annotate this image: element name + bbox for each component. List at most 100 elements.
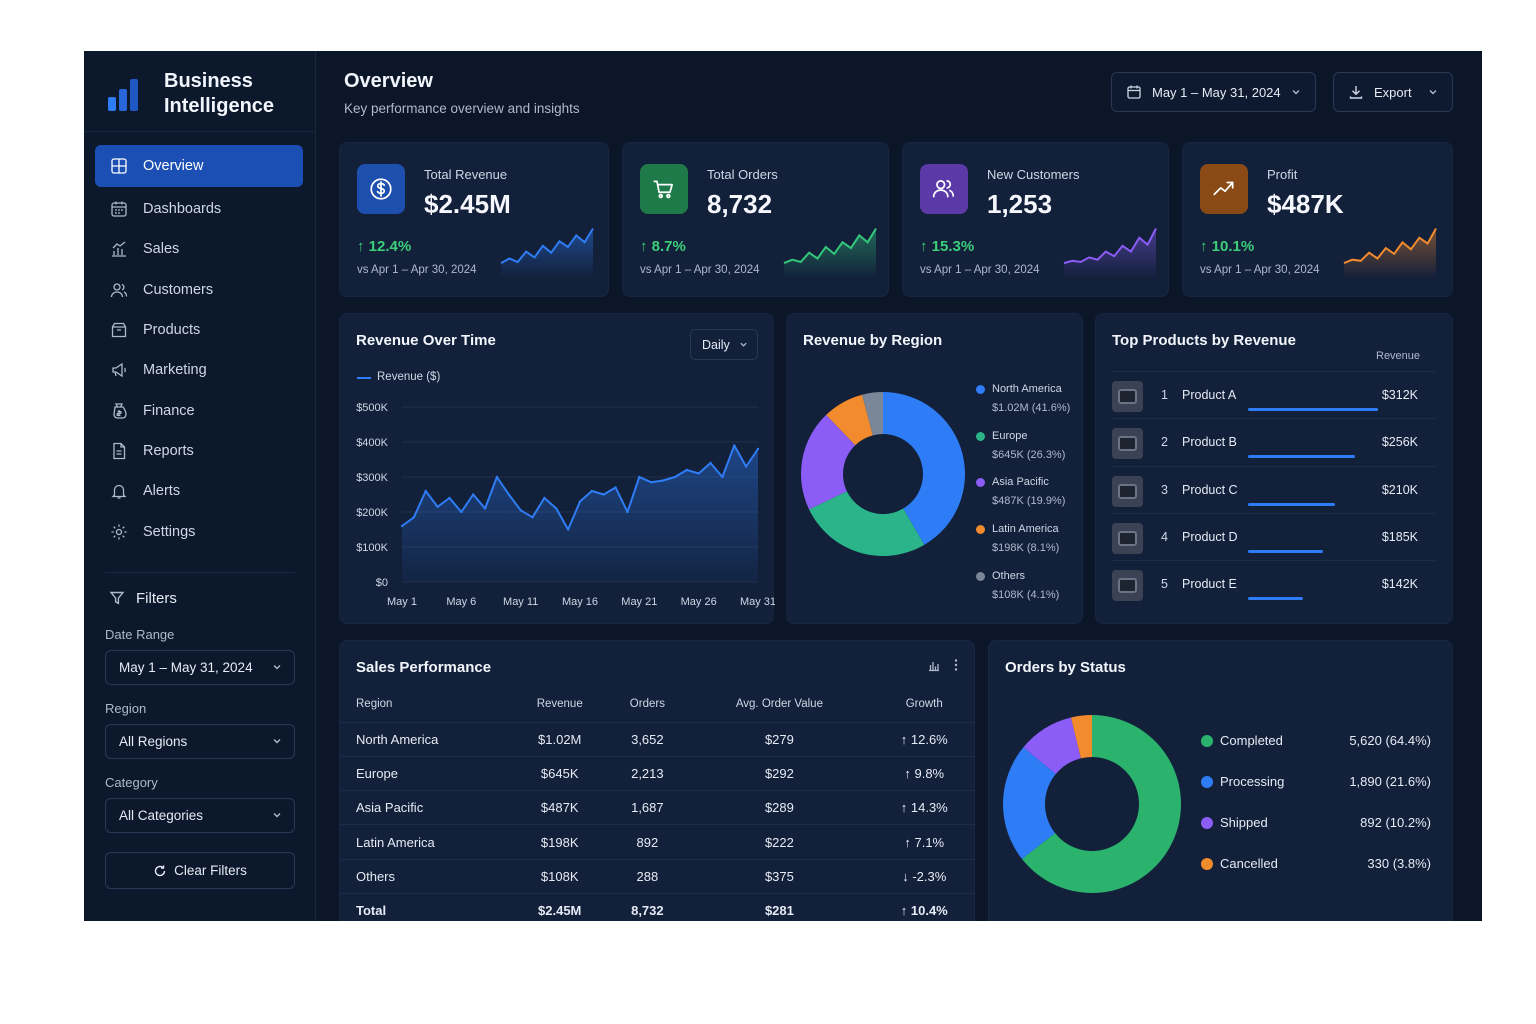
cell-orders: 1,687 (609, 790, 686, 826)
sidebar-item-dashboards[interactable]: Dashboards (95, 189, 303, 229)
legend-dot (1201, 817, 1213, 829)
money-bag-icon (110, 402, 128, 420)
kpi-value: 8,732 (707, 189, 773, 219)
export-button[interactable]: Export (1333, 72, 1453, 112)
date-range-button[interactable]: May 1 – May 31, 2024 (1111, 72, 1316, 112)
sidebar-item-label: Settings (143, 523, 196, 540)
product-rank: 2 (1161, 435, 1168, 450)
revenue-point (650, 481, 653, 484)
arrow-up-icon: ↑ (904, 765, 915, 781)
donut-slice-processing (1003, 747, 1056, 859)
legend-item-others: Others $108K (4.1%) (976, 567, 1059, 605)
legend-value: 1,890 (21.6%) (1349, 774, 1431, 789)
product-row[interactable]: 5 Product E $142K (1112, 560, 1436, 607)
cell-aov: $289 (685, 790, 874, 826)
product-rank: 4 (1161, 529, 1168, 544)
kpi-value: $2.45M (424, 189, 511, 219)
sidebar-item-marketing[interactable]: Marketing (95, 350, 303, 390)
region-select[interactable]: All Regions (105, 724, 295, 759)
filters-heading: Filters (108, 589, 177, 607)
legend-item-latin-america: Latin America $198K (8.1%) (976, 520, 1059, 558)
legend-name: North America (992, 383, 1062, 395)
kpi-label: Profit (1267, 167, 1298, 182)
cell-growth: ↑ 10.4% (874, 893, 976, 921)
revenue-point (756, 447, 760, 451)
product-thumbnail (1112, 381, 1143, 412)
arrow-up-icon: ↑ (900, 800, 911, 816)
revenue-point (507, 493, 510, 496)
y-tick-label: $400K (356, 437, 388, 449)
cell-orders: 8,732 (631, 903, 664, 919)
sidebar-item-settings[interactable]: Settings (95, 511, 303, 551)
legend-dot (1201, 735, 1213, 747)
gear-icon (110, 523, 128, 541)
sparkline (1063, 228, 1157, 279)
sidebar-item-products[interactable]: Products (95, 310, 303, 350)
x-tick-label: May 6 (446, 596, 476, 608)
revenue-point (590, 489, 594, 493)
legend-dot (976, 525, 985, 535)
card-title: Orders by Status (1005, 659, 1126, 676)
revenue-area (402, 445, 758, 582)
x-tick-label: May 31 (740, 596, 775, 608)
sparkline-area (784, 228, 876, 279)
more-vertical-icon[interactable] (953, 658, 959, 672)
x-tick-label: May 1 (387, 596, 417, 608)
clear-filters-button[interactable]: Clear Filters (105, 852, 295, 889)
cell-region: Others (340, 859, 510, 894)
kpi-label: Total Revenue (424, 167, 508, 182)
period-select[interactable]: Daily (690, 329, 758, 360)
revenue-point (460, 510, 463, 514)
legend-dot (976, 385, 985, 394)
table-row: Europe $645K 2,213 $292 ↑ 9.8% (340, 756, 975, 792)
sidebar-item-customers[interactable]: Customers (95, 270, 303, 310)
export-button-label: Export (1374, 84, 1412, 100)
product-name: Product B (1182, 435, 1237, 450)
x-tick-label: May 21 (621, 596, 657, 608)
legend-dot (976, 571, 985, 581)
sidebar-item-label: Finance (143, 402, 195, 419)
revenue-point (733, 444, 736, 447)
sidebar-item-reports[interactable]: Reports (95, 431, 303, 471)
cell-orders: 2,213 (609, 756, 686, 792)
sparkline-line (500, 227, 594, 264)
product-row[interactable]: 3 Product C $210K (1112, 465, 1436, 513)
product-row[interactable]: 2 Product B $256K (1112, 418, 1436, 465)
product-row[interactable]: 4 Product D $185K (1112, 512, 1436, 560)
sidebar-item-sales[interactable]: Sales (95, 229, 303, 269)
revenue-point (721, 475, 724, 479)
region-label: Region (105, 701, 147, 716)
date-range-select[interactable]: May 1 – May 31, 2024 (105, 650, 295, 685)
chevron-down-icon (1429, 90, 1437, 95)
legend-name: Processing (1220, 774, 1285, 789)
sparkline-area (1344, 228, 1436, 279)
sparkline-area (501, 228, 593, 279)
chevron-down-icon (273, 665, 281, 670)
legend-value: 330 (3.8%) (1367, 856, 1431, 871)
product-revenue-bar (1248, 597, 1303, 601)
y-tick-label: $100K (356, 542, 388, 554)
kpi-change-value: 8.7% (651, 238, 686, 255)
revenue-point (697, 472, 700, 475)
sidebar-item-overview[interactable]: Overview (95, 145, 303, 187)
sales-performance-card: Sales Performance Region Revenue Orders Avg… (339, 640, 975, 921)
sales-chart-icon (110, 240, 128, 258)
megaphone-icon (110, 361, 128, 379)
category-select[interactable]: All Categories (105, 798, 295, 833)
sidebar-item-alerts[interactable]: Alerts (95, 471, 303, 511)
legend-value: $198K (8.1%) (992, 542, 1060, 555)
revenue-point (483, 507, 487, 510)
date-range-button-label: May 1 – May 31, 2024 (1152, 84, 1281, 100)
legend-value: 892 (10.2%) (1360, 815, 1431, 830)
product-row[interactable]: 1 Product A $312K (1112, 371, 1436, 418)
legend-name: Completed (1220, 733, 1283, 748)
cell-aov: $281 (764, 903, 794, 919)
sidebar-item-finance[interactable]: Finance (95, 390, 303, 430)
legend-dot (976, 478, 985, 488)
donut-slice-europe (809, 491, 925, 556)
sidebar: Business Intelligence Overview Dashboards… (84, 51, 316, 921)
cell-revenue: $2.45M (538, 903, 582, 919)
revenue-point (531, 516, 534, 519)
legend-value: $645K (26.3%) (992, 448, 1066, 461)
bar-chart-icon[interactable] (927, 658, 941, 672)
